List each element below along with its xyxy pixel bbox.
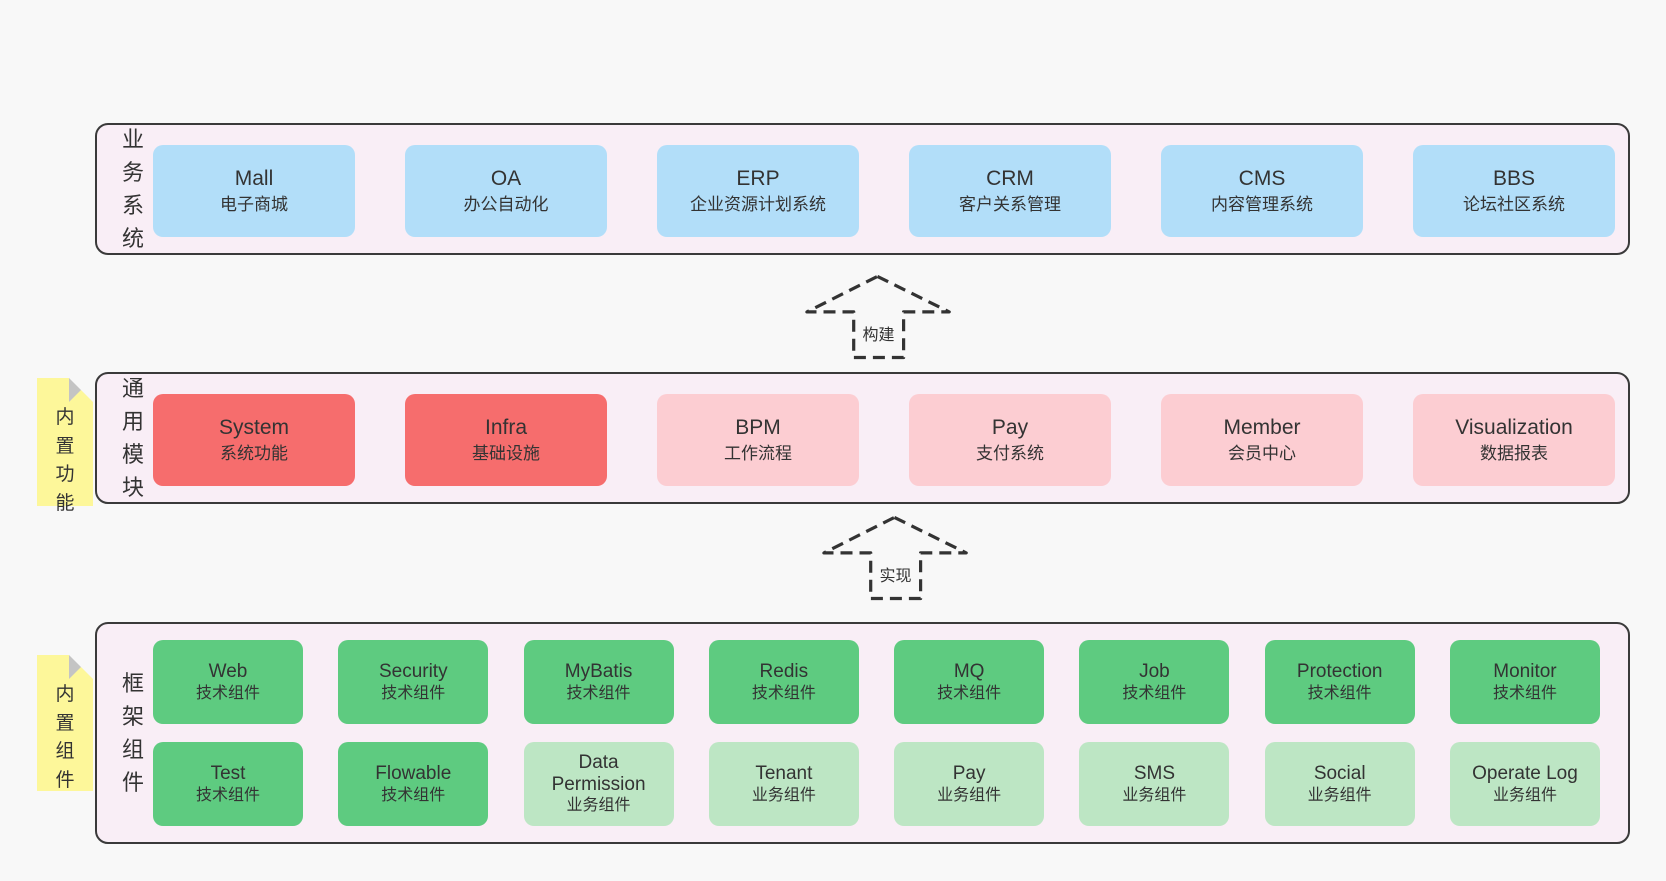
svg-text:实现: 实现 xyxy=(879,567,911,585)
svg-text:构建: 构建 xyxy=(862,326,894,344)
